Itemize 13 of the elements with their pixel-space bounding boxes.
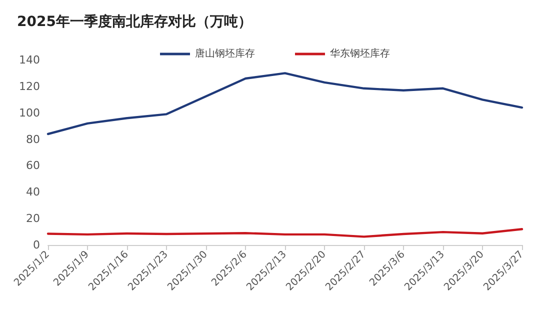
y-tick-label: 0 [33, 238, 40, 252]
legend-label: 唐山钢坯库存 [195, 48, 255, 60]
y-tick-label: 20 [26, 212, 40, 226]
y-tick-label: 140 [19, 54, 40, 66]
legend-label: 华东钢坯库存 [330, 48, 390, 60]
y-tick-label: 100 [19, 106, 40, 120]
chart-title: 2025年一季度南北库存对比（万吨） [17, 13, 252, 30]
line-series [46, 72, 524, 136]
y-tick-label: 120 [19, 80, 40, 93]
y-tick-label: 40 [26, 186, 40, 199]
line-series [46, 228, 524, 238]
y-tick-label: 80 [26, 132, 40, 146]
y-tick-label: 60 [26, 159, 40, 172]
